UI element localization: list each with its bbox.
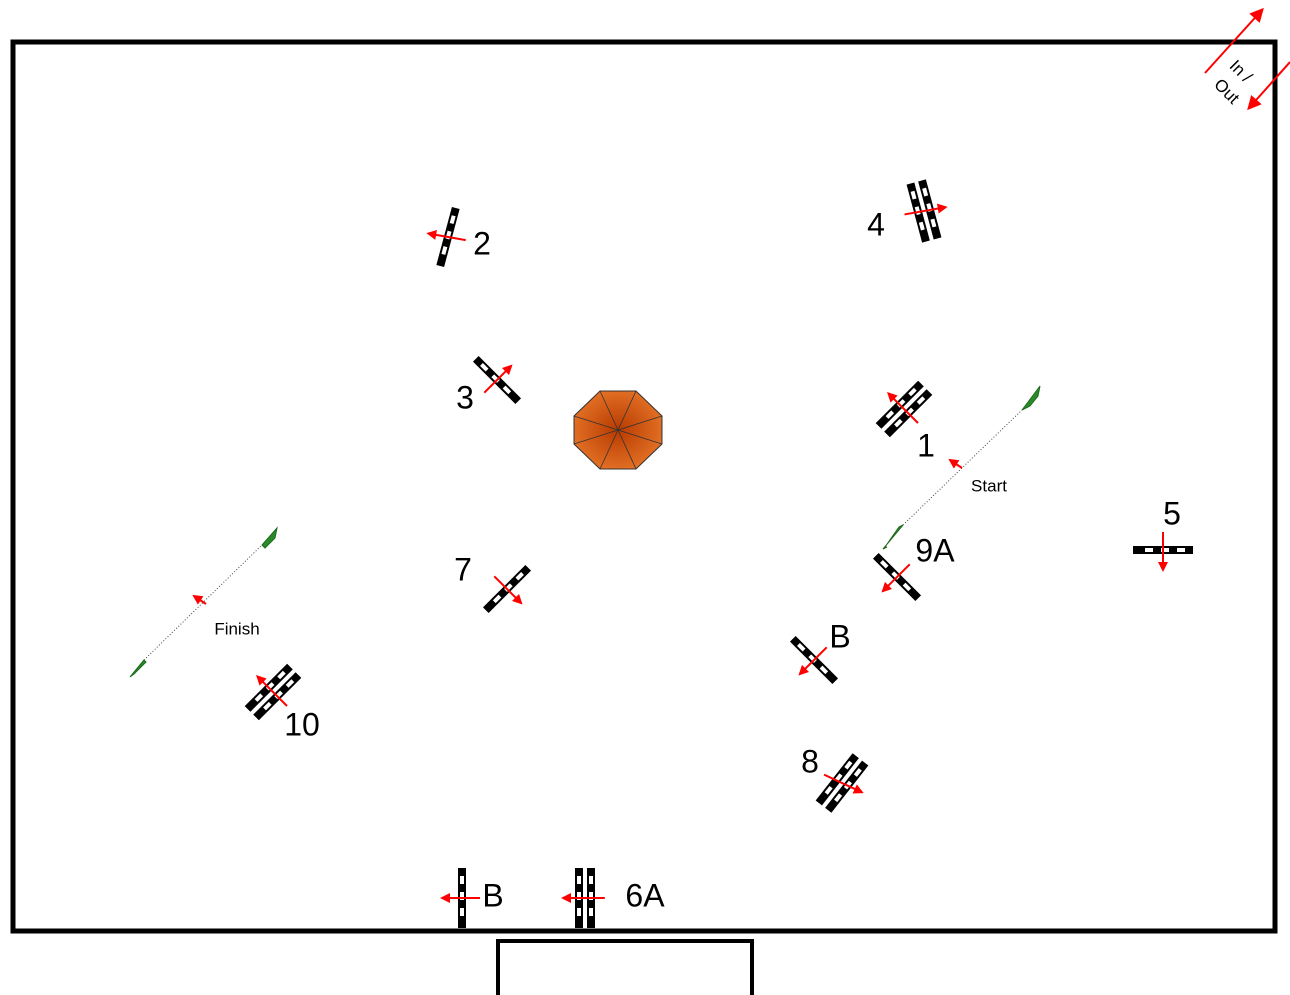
jump-label: 2 [473, 225, 491, 261]
fence-stripe [885, 410, 895, 419]
jump-label: 7 [454, 551, 472, 587]
fence-stripe [274, 690, 283, 700]
fence-stripe [589, 892, 593, 900]
jump-label: 8 [801, 743, 819, 779]
fence-stripe [263, 701, 272, 711]
jump-label: 1 [917, 427, 935, 463]
fence-stripe [1177, 548, 1185, 552]
arena [10, 39, 1278, 934]
direction-arrow [904, 203, 948, 216]
jump-label: 10 [284, 706, 320, 742]
jump-label: B [482, 877, 503, 913]
fence-stripe [834, 793, 843, 803]
fence-stripe [502, 385, 512, 395]
fence-stripe [844, 760, 853, 770]
fence-stripe [285, 679, 295, 688]
fence-stripe [577, 892, 581, 900]
fence-stripe [908, 387, 917, 397]
jump-label: 3 [456, 379, 474, 415]
start-label: Start [971, 476, 1007, 495]
fence-stripe [880, 560, 889, 569]
judge-box [496, 939, 754, 995]
jump-label: 9A [915, 532, 955, 568]
tent [573, 390, 663, 470]
fence-stripe [265, 682, 275, 691]
fence-stripe [515, 572, 524, 581]
finish-line [129, 526, 278, 678]
fence-stripe [589, 876, 593, 884]
fence-stripe [589, 908, 593, 916]
direction-arrow [426, 229, 466, 242]
fence-stripe [905, 407, 914, 417]
fence-stripe [577, 908, 581, 916]
fence-stripe [492, 594, 502, 604]
fence-stripe [577, 876, 581, 884]
fence-stripe [491, 374, 500, 383]
finish-label: Finish [214, 619, 259, 638]
direction-arrow [483, 364, 513, 394]
jump-label: B [829, 618, 850, 654]
fence-stripe [254, 693, 264, 702]
fence-stripe [918, 221, 925, 231]
fence-stripe [460, 908, 464, 916]
fence-stripe [916, 396, 926, 405]
direction-arrow [823, 773, 864, 794]
entrance-arrows [1204, 7, 1290, 111]
fence-stripe [277, 670, 286, 680]
direction-arrow [493, 575, 523, 605]
fence-stripe [853, 768, 862, 777]
direction-arrow [256, 675, 288, 707]
jump-label: 5 [1163, 495, 1181, 531]
jump-label: 6A [625, 877, 665, 913]
fence-stripe [797, 643, 806, 652]
fence-stripe [460, 892, 464, 900]
fence-stripe [894, 418, 903, 428]
direction-arrow [887, 392, 919, 424]
fence-stripe [922, 187, 929, 197]
fence-stripe [896, 399, 906, 408]
fence-stripe [480, 363, 489, 372]
fence-stripe [824, 785, 833, 795]
fence-stripe [819, 665, 829, 675]
fence-stripe [1145, 548, 1153, 552]
direction-arrow [798, 646, 828, 676]
jump-label: 4 [867, 206, 885, 242]
direction-arrow [881, 563, 911, 593]
fence-stripe [902, 582, 912, 592]
start-line [882, 385, 1041, 550]
fence-stripe [460, 876, 464, 884]
